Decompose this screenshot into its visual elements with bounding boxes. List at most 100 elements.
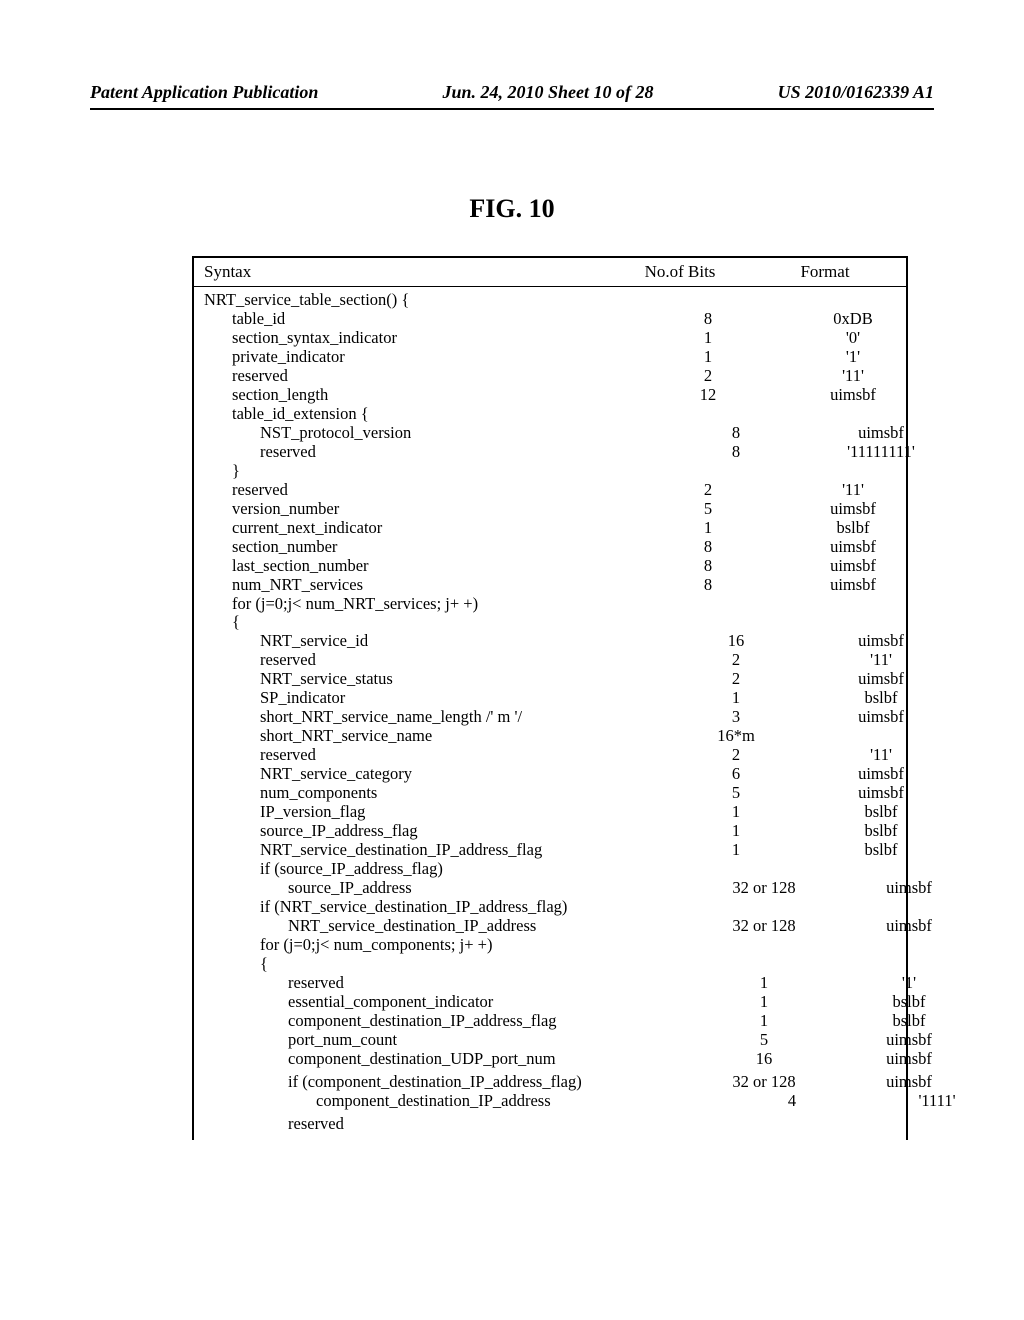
table-row: essential_component_indicator1bslbf bbox=[194, 993, 906, 1012]
syntax-cell: reserved bbox=[194, 974, 706, 993]
table-row: NRT_service_table_section() { bbox=[194, 291, 906, 310]
table-row: if (component_destination_IP_address_fla… bbox=[194, 1073, 906, 1092]
bits-cell: 2 bbox=[678, 670, 794, 689]
col-header-format: Format bbox=[738, 262, 912, 282]
format-cell bbox=[822, 1115, 996, 1134]
table-row: if (NRT_service_destination_IP_address_f… bbox=[194, 898, 906, 917]
format-cell: bslbf bbox=[822, 993, 996, 1012]
format-cell: uimsbf bbox=[766, 576, 940, 595]
format-cell bbox=[794, 727, 968, 746]
bits-cell bbox=[650, 595, 766, 614]
syntax-cell: version_number bbox=[194, 500, 650, 519]
table-row: for (j=0;j< num_components; j+ +) bbox=[194, 936, 906, 955]
syntax-cell: num_NRT_services bbox=[194, 576, 650, 595]
syntax-cell: last_section_number bbox=[194, 557, 650, 576]
format-cell: bslbf bbox=[794, 822, 968, 841]
syntax-cell: source_IP_address bbox=[194, 879, 706, 898]
table-row: IP_version_flag1bslbf bbox=[194, 803, 906, 822]
bits-cell: 1 bbox=[706, 1012, 822, 1031]
format-cell: uimsbf bbox=[794, 708, 968, 727]
table-row: section_syntax_indicator1'0' bbox=[194, 329, 906, 348]
bits-cell: 8 bbox=[650, 557, 766, 576]
syntax-cell: reserved bbox=[194, 443, 678, 462]
bits-cell: 1 bbox=[650, 348, 766, 367]
header-left: Patent Application Publication bbox=[90, 82, 318, 103]
bits-cell: 12 bbox=[650, 386, 766, 405]
bits-cell: 8 bbox=[678, 443, 794, 462]
format-cell: uimsbf bbox=[822, 1073, 996, 1092]
format-cell: bslbf bbox=[766, 519, 940, 538]
table-row: NRT_service_id16uimsbf bbox=[194, 632, 906, 651]
table-row: short_NRT_service_name_length /' m '/3ui… bbox=[194, 708, 906, 727]
table-row: port_num_count5uimsbf bbox=[194, 1031, 906, 1050]
bits-cell: 6 bbox=[678, 765, 794, 784]
format-cell: '1' bbox=[822, 974, 996, 993]
syntax-cell: NRT_service_id bbox=[194, 632, 678, 651]
format-cell bbox=[794, 936, 968, 955]
format-cell: uimsbf bbox=[794, 765, 968, 784]
syntax-cell: reserved bbox=[194, 746, 678, 765]
syntax-cell: private_indicator bbox=[194, 348, 650, 367]
bits-cell: 32 or 128 bbox=[706, 917, 822, 936]
table-row: reserved bbox=[194, 1115, 906, 1134]
table-row: short_NRT_service_name16*m bbox=[194, 727, 906, 746]
syntax-cell: IP_version_flag bbox=[194, 803, 678, 822]
format-cell: uimsbf bbox=[794, 670, 968, 689]
table-row: NRT_service_status2uimsbf bbox=[194, 670, 906, 689]
syntax-cell: NRT_service_table_section() { bbox=[194, 291, 622, 310]
bits-cell: 5 bbox=[678, 784, 794, 803]
format-cell bbox=[766, 462, 940, 481]
syntax-cell: if (NRT_service_destination_IP_address_f… bbox=[194, 898, 678, 917]
syntax-cell: component_destination_IP_address_flag bbox=[194, 1012, 706, 1031]
table-body: NRT_service_table_section() {table_id80x… bbox=[194, 287, 906, 1140]
syntax-cell: { bbox=[194, 613, 650, 632]
bits-cell bbox=[678, 898, 794, 917]
bits-cell: 1 bbox=[706, 974, 822, 993]
format-cell: '11' bbox=[794, 746, 968, 765]
bits-cell: 2 bbox=[650, 481, 766, 500]
syntax-cell: port_num_count bbox=[194, 1031, 706, 1050]
format-cell: uimsbf bbox=[822, 1050, 996, 1069]
bits-cell: 8 bbox=[678, 424, 794, 443]
format-cell bbox=[794, 898, 968, 917]
bits-cell: 1 bbox=[678, 803, 794, 822]
syntax-cell: NRT_service_destination_IP_address_flag bbox=[194, 841, 678, 860]
table-row: if (source_IP_address_flag) bbox=[194, 860, 906, 879]
bits-cell bbox=[650, 462, 766, 481]
bits-cell: 1 bbox=[706, 993, 822, 1012]
syntax-cell: section_number bbox=[194, 538, 650, 557]
bits-cell: 2 bbox=[678, 651, 794, 670]
header-right: US 2010/0162339 A1 bbox=[778, 82, 934, 103]
table-row: reserved1'1' bbox=[194, 974, 906, 993]
table-header-row: Syntax No.of Bits Format bbox=[194, 258, 906, 287]
syntax-cell: reserved bbox=[194, 367, 650, 386]
format-cell: uimsbf bbox=[766, 386, 940, 405]
table-row: SP_indicator1bslbf bbox=[194, 689, 906, 708]
syntax-cell: source_IP_address_flag bbox=[194, 822, 678, 841]
table-row: current_next_indicator1bslbf bbox=[194, 519, 906, 538]
table-row: NST_protocol_version8uimsbf bbox=[194, 424, 906, 443]
bits-cell: 1 bbox=[678, 689, 794, 708]
syntax-cell: current_next_indicator bbox=[194, 519, 650, 538]
bits-cell bbox=[678, 936, 794, 955]
syntax-cell: NRT_service_category bbox=[194, 765, 678, 784]
syntax-cell: NRT_service_destination_IP_address bbox=[194, 917, 706, 936]
table-row: component_destination_IP_address_flag1bs… bbox=[194, 1012, 906, 1031]
bits-cell: 32 or 128 bbox=[706, 1073, 822, 1092]
table-row: num_components5uimsbf bbox=[194, 784, 906, 803]
bits-cell bbox=[678, 955, 794, 974]
syntax-cell: NST_protocol_version bbox=[194, 424, 678, 443]
table-row: version_number5uimsbf bbox=[194, 500, 906, 519]
bits-cell bbox=[650, 613, 766, 632]
col-header-bits: No.of Bits bbox=[622, 262, 738, 282]
format-cell: '1' bbox=[766, 348, 940, 367]
bits-cell: 8 bbox=[650, 310, 766, 329]
table-row: section_number8uimsbf bbox=[194, 538, 906, 557]
bits-cell: 8 bbox=[650, 538, 766, 557]
table-row: { bbox=[194, 613, 906, 632]
syntax-cell: NRT_service_status bbox=[194, 670, 678, 689]
col-header-syntax: Syntax bbox=[194, 262, 622, 282]
format-cell: uimsbf bbox=[766, 500, 940, 519]
bits-cell: 16 bbox=[678, 632, 794, 651]
table-row: reserved8'11111111' bbox=[194, 443, 906, 462]
